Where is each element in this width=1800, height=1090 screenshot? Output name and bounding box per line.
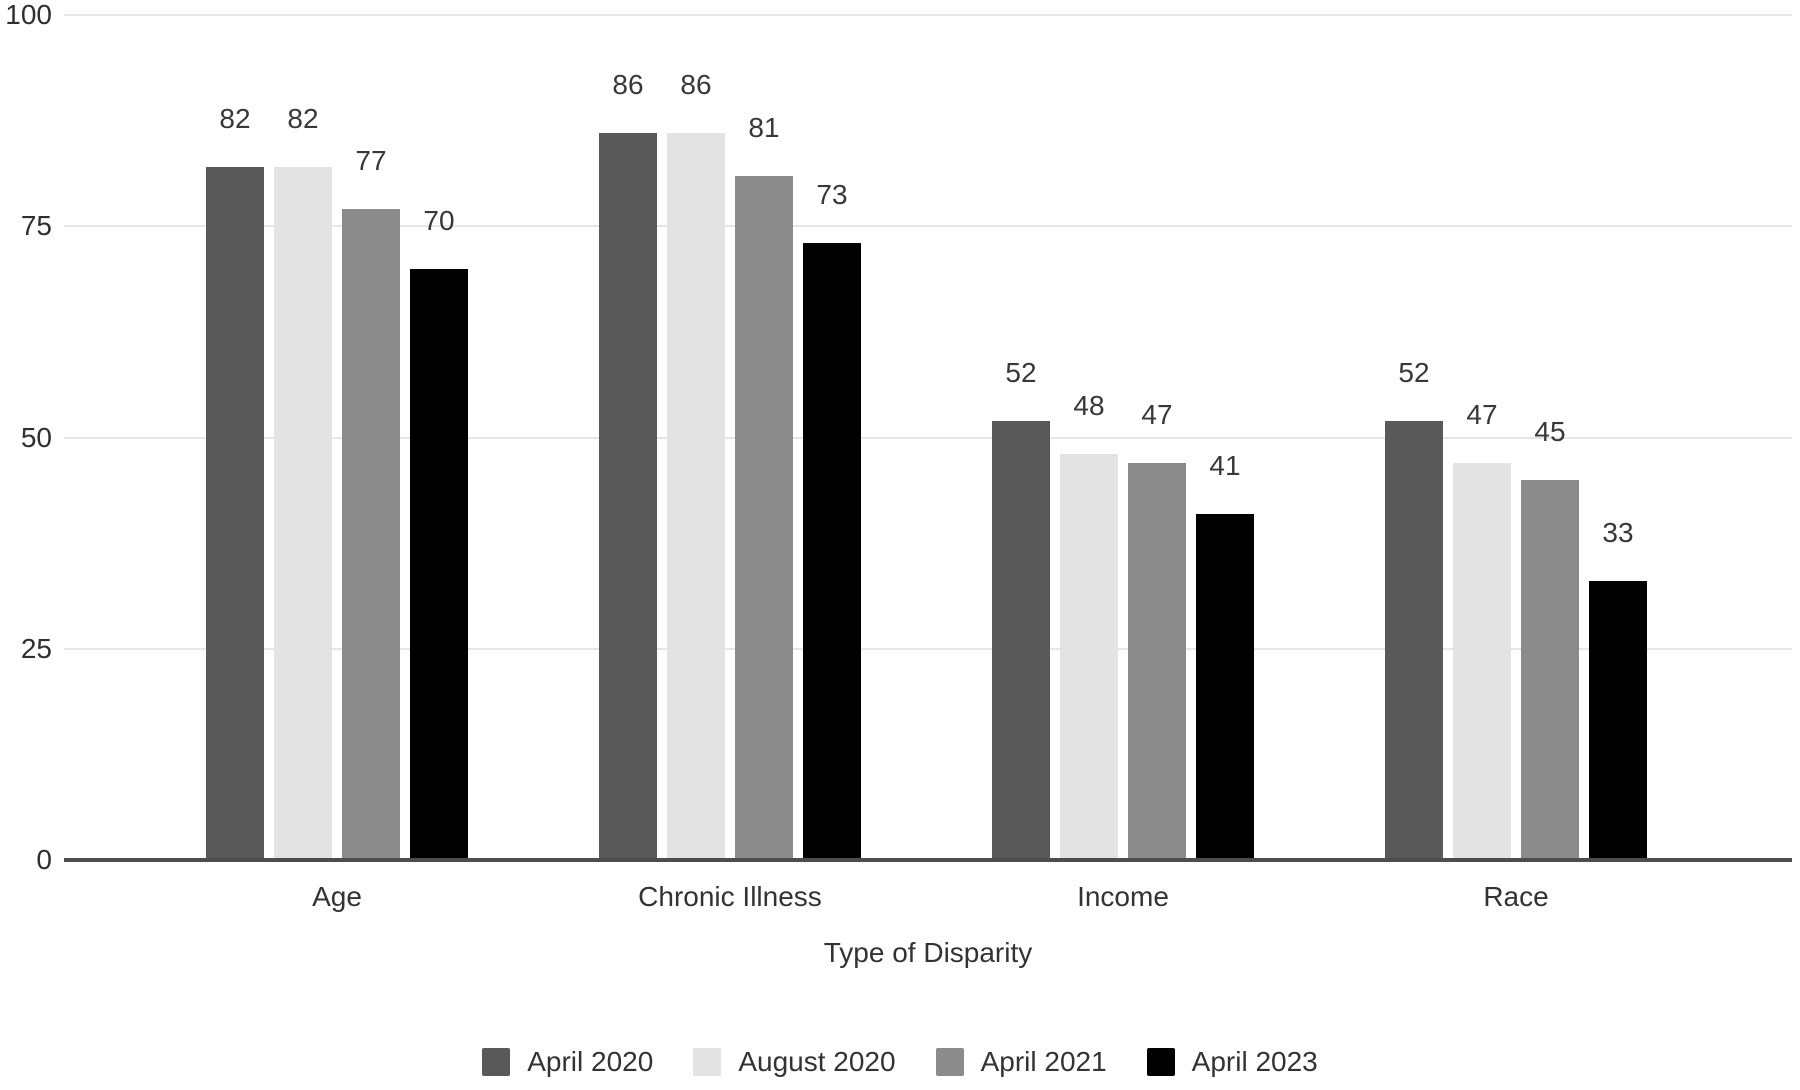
bar-value-label: 45 [1534,415,1566,447]
legend-swatch [935,1048,964,1076]
bar [803,243,861,858]
gridline [64,225,1792,228]
bar [1196,513,1254,858]
bar [1521,479,1579,858]
gridline [64,647,1792,650]
bar-value-label: 48 [1073,390,1105,422]
category-label: Age [312,881,362,912]
legend-swatch [693,1048,722,1076]
gridline [64,14,1792,16]
legend-item: April 2020 [482,1046,653,1078]
bar-value-label: 70 [423,204,455,236]
bar-value-label: 41 [1209,449,1241,481]
bar [1060,454,1118,858]
bar-value-label: 86 [612,69,644,101]
x-axis-baseline [64,858,1792,862]
bar [599,133,657,858]
bar [735,175,793,858]
bar [1385,420,1443,858]
bar-value-label: 47 [1466,398,1498,430]
legend-label: April 2023 [1191,1046,1318,1077]
legend-swatch [482,1048,511,1076]
category-label: Race [1483,881,1549,912]
legend-label: August 2020 [738,1046,896,1077]
y-axis-tick-label: 0 [36,844,52,875]
bar [1589,581,1647,858]
legend-item: August 2020 [693,1046,896,1078]
gridline [64,436,1792,439]
bar-value-label: 82 [287,103,319,135]
bar-value-label: 77 [355,145,387,177]
y-axis-tick-label: 75 [20,210,52,242]
x-axis-title: Type of Disparity [823,937,1033,968]
bar-value-label: 73 [816,179,848,211]
bar [274,167,332,858]
legend-label: April 2021 [980,1046,1107,1077]
category-label: Chronic Illness [638,881,822,912]
y-axis-tick-label: 100 [5,0,52,30]
y-axis-tick-label: 25 [20,632,52,664]
legend-item: April 2023 [1146,1046,1318,1078]
bar-value-label: 52 [1398,356,1430,388]
bar [1453,462,1511,858]
legend-label: April 2020 [527,1046,654,1077]
bar [206,167,264,858]
y-axis-tick-label: 50 [20,421,52,453]
legend-item: April 2021 [935,1046,1107,1078]
bar-value-label: 47 [1141,398,1173,430]
bar [992,420,1050,858]
bar-value-label: 52 [1005,356,1037,388]
category-label: Income [1077,881,1169,912]
bar-value-label: 82 [219,103,251,135]
bar-value-label: 81 [748,111,780,143]
bar-value-label: 86 [680,69,712,101]
bar-value-label: 33 [1602,517,1634,549]
legend-swatch [1146,1048,1175,1076]
bar [342,209,400,858]
bar [410,268,468,858]
bar [667,133,725,858]
bar [1128,462,1186,858]
legend: April 2020 August 2020 April 2021 April 202… [0,1046,1800,1078]
